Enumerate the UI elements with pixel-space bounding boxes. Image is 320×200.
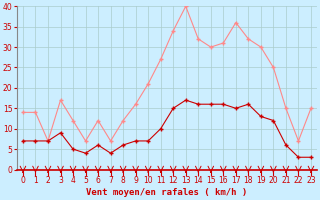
- X-axis label: Vent moyen/en rafales ( km/h ): Vent moyen/en rafales ( km/h ): [86, 188, 248, 197]
